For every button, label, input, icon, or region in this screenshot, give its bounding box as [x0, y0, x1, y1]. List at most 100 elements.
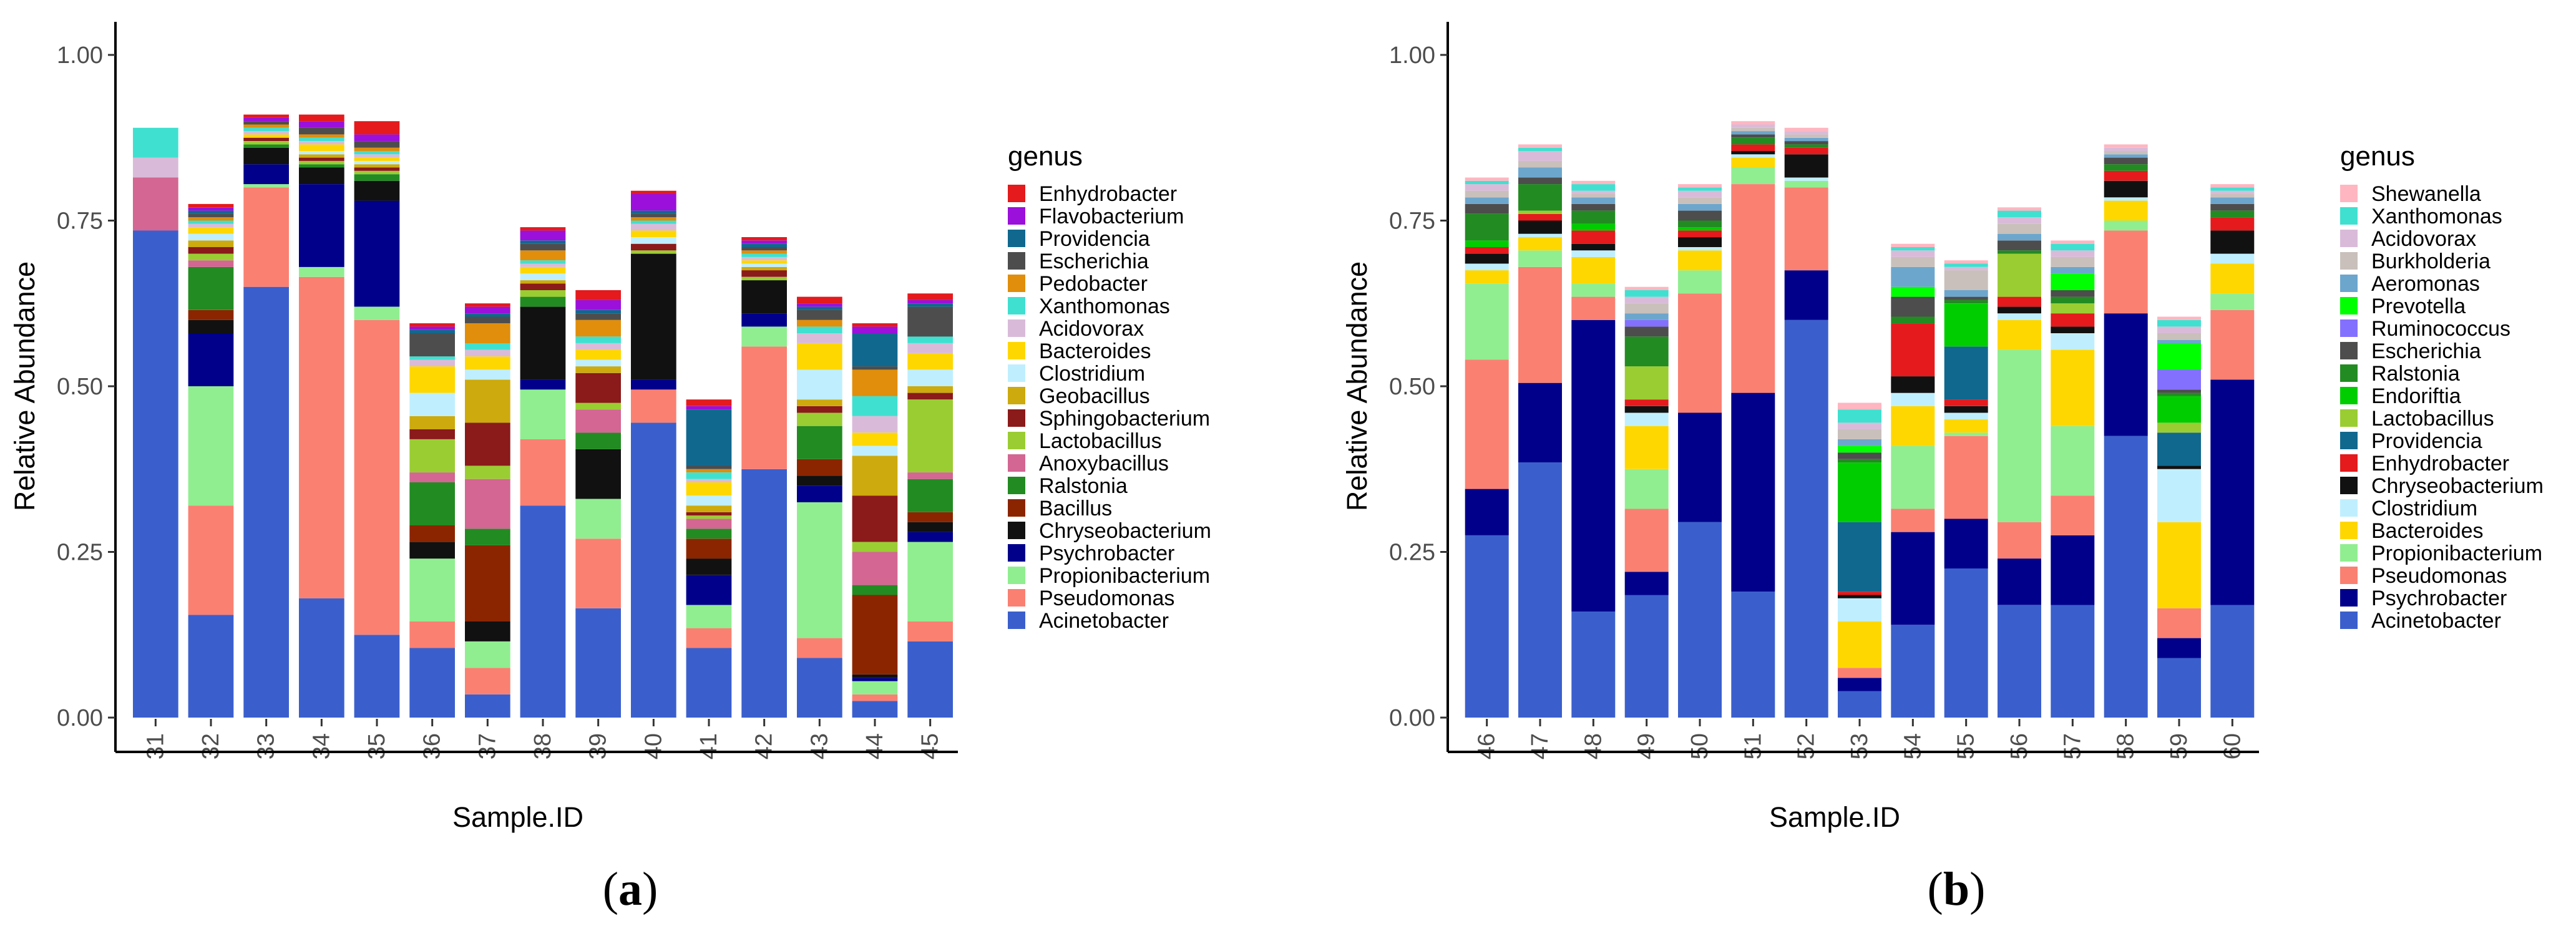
bar-segment-aeromonas-52: [1784, 137, 1828, 142]
bar-segment-lactobacillus-43: [797, 412, 842, 426]
bar-segment-sphingobacterium-33: [243, 137, 289, 141]
bar-segment-psychrobacter-52: [1784, 270, 1828, 320]
bar-segment-acinetobacter-60: [2210, 605, 2255, 718]
bar-segment-enhydrobacter-36: [409, 323, 455, 327]
y-tick-label-4: 1.00: [1389, 42, 1435, 69]
bar-segment-chryseobacterium-58: [2104, 180, 2148, 198]
bar-segment-escherichia-59: [2157, 389, 2201, 393]
bar-segment-chryseobacterium-37: [465, 621, 510, 641]
bar-segment-pseudomonas-49: [1624, 509, 1669, 572]
bar-segment-acidovorax-44: [852, 416, 898, 433]
x-tick-label-52: 52: [1793, 733, 1820, 759]
legend-swatch-aeromonas: [2340, 275, 2358, 292]
bar-stack-41: [686, 399, 732, 718]
bar-segment-psychrobacter-44: [852, 678, 898, 681]
legend-swatch-sphingobacterium: [1008, 409, 1025, 427]
bar-stack-49: [1624, 286, 1669, 718]
bar-segment-propionibacterium-34: [299, 266, 344, 277]
bar-segment-burkholderia-49: [1624, 303, 1669, 314]
bar-segment-bacillus-45: [907, 512, 953, 522]
bar-segment-enhydrobacter-58: [2104, 170, 2148, 181]
bar-segment-psychrobacter-41: [686, 575, 732, 605]
bar-segment-escherichia-44: [852, 366, 898, 370]
bar-segment-bacteroides-55: [1944, 419, 1988, 433]
bar-segment-clostridium-57: [2051, 333, 2095, 350]
bar-segment-lactobacillus-42: [741, 276, 787, 281]
bar-segment-providencia-40: [631, 210, 676, 214]
x-tick-label-34: 34: [308, 733, 334, 759]
bar-segment-bacteroides-44: [852, 432, 898, 446]
bar-segment-shewanella-56: [1998, 207, 2041, 211]
bar-segment-psychrobacter-38: [520, 379, 566, 390]
bar-segment-chryseobacterium-42: [741, 280, 787, 314]
bar-segment-bacteroides-53: [1838, 621, 1881, 668]
bar-segment-chryseobacterium-59: [2157, 465, 2201, 469]
bar-segment-chryseobacterium-49: [1624, 406, 1669, 413]
bar-segment-clostridium-53: [1838, 598, 1881, 621]
bar-segment-enhydrobacter-38: [520, 227, 566, 231]
bar-stack-42: [741, 237, 787, 718]
bar-segment-pseudomonas-45: [907, 621, 953, 641]
bar-stack-59: [2157, 316, 2201, 718]
bar-segment-providencia-42: [741, 243, 787, 247]
bar-segment-escherichia-48: [1571, 203, 1616, 211]
bar-segment-enhydrobacter-46: [1465, 247, 1509, 254]
bar-segment-geobacillus-32: [188, 240, 234, 247]
bar-segment-acidovorax-37: [465, 349, 510, 357]
bar-segment-propionibacterium-58: [2104, 220, 2148, 231]
legend-label-shewanella: Shewanella: [2371, 182, 2481, 206]
legend-swatch-shewanella: [2340, 185, 2358, 202]
bar-segment-escherichia-58: [2104, 157, 2148, 165]
bar-segment-enhydrobacter-34: [299, 114, 344, 122]
y-tick-label-3: 0.75: [57, 208, 103, 235]
legend-swatch-ruminococcus: [2340, 319, 2358, 337]
bar-segment-enhydrobacter-56: [1998, 296, 2041, 307]
bar-segment-burkholderia-58: [2104, 151, 2148, 155]
x-tick-label-45: 45: [917, 733, 944, 759]
x-tick-label-49: 49: [1634, 733, 1660, 759]
x-tick-label-42: 42: [751, 733, 778, 759]
bar-segment-pedobacter-40: [631, 217, 676, 221]
bar-segment-enhydrobacter-32: [188, 203, 234, 208]
bar-segment-escherichia-57: [2051, 290, 2095, 297]
bar-segment-propionibacterium-42: [741, 326, 787, 347]
bar-stack-38: [520, 227, 566, 718]
bar-segment-anoxybacillus-39: [575, 409, 621, 433]
bar-segment-pseudomonas-38: [520, 439, 566, 506]
legend-label-burkholderia: Burkholderia: [2371, 250, 2491, 273]
bar-segment-bacillus-43: [797, 459, 842, 476]
bar-segment-acidovorax-53: [1838, 422, 1881, 429]
bar-segment-propionibacterium-32: [188, 386, 234, 506]
bar-segment-escherichia-38: [520, 243, 566, 251]
legend-label-lactobacillus: Lactobacillus: [1039, 429, 1162, 453]
bar-segment-lactobacillus-35: [354, 170, 400, 175]
bar-segment-aeromonas-47: [1518, 167, 1562, 178]
x-tick-label-48: 48: [1580, 733, 1606, 759]
bar-segment-xanthomonas-31: [133, 127, 178, 158]
x-tick-label-35: 35: [364, 733, 390, 759]
bar-segment-enhydrobacter-33: [243, 114, 289, 118]
bar-segment-pseudomonas-52: [1784, 187, 1828, 271]
bar-segment-flavobacterium-35: [354, 134, 400, 141]
bar-segment-xanthomonas-60: [2210, 187, 2255, 191]
bar-segment-lactobacillus-41: [686, 515, 732, 519]
legend-swatch-burkholderia: [2340, 252, 2358, 270]
bar-segment-anoxybacillus-31: [133, 177, 178, 231]
legend-label-aeromonas: Aeromonas: [2371, 272, 2480, 296]
legend-swatch-pseudomonas: [1008, 589, 1025, 607]
bar-segment-aeromonas-51: [1731, 131, 1775, 135]
bar-segment-xanthomonas-47: [1518, 147, 1562, 151]
bar-segment-aeromonas-50: [1678, 203, 1722, 211]
y-tick-label-2: 0.50: [1389, 374, 1435, 400]
bar-segment-enhydrobacter-45: [907, 293, 953, 300]
bar-segment-bacteroides-42: [741, 260, 787, 264]
legend-swatch-acinetobacter: [2340, 612, 2358, 629]
legend: genus EnhydrobacterFlavobacteriumProviden…: [1008, 141, 1211, 633]
bar-segment-enhydrobacter-53: [1838, 592, 1881, 595]
bar-segment-providencia-45: [907, 303, 953, 307]
bar-segment-acinetobacter-48: [1571, 612, 1616, 718]
bar-segment-clostridium-44: [852, 446, 898, 456]
bar-segment-escherichia-56: [1998, 240, 2041, 251]
bar-segment-escherichia-32: [188, 213, 234, 218]
bar-segment-propionibacterium-55: [1944, 432, 1988, 436]
